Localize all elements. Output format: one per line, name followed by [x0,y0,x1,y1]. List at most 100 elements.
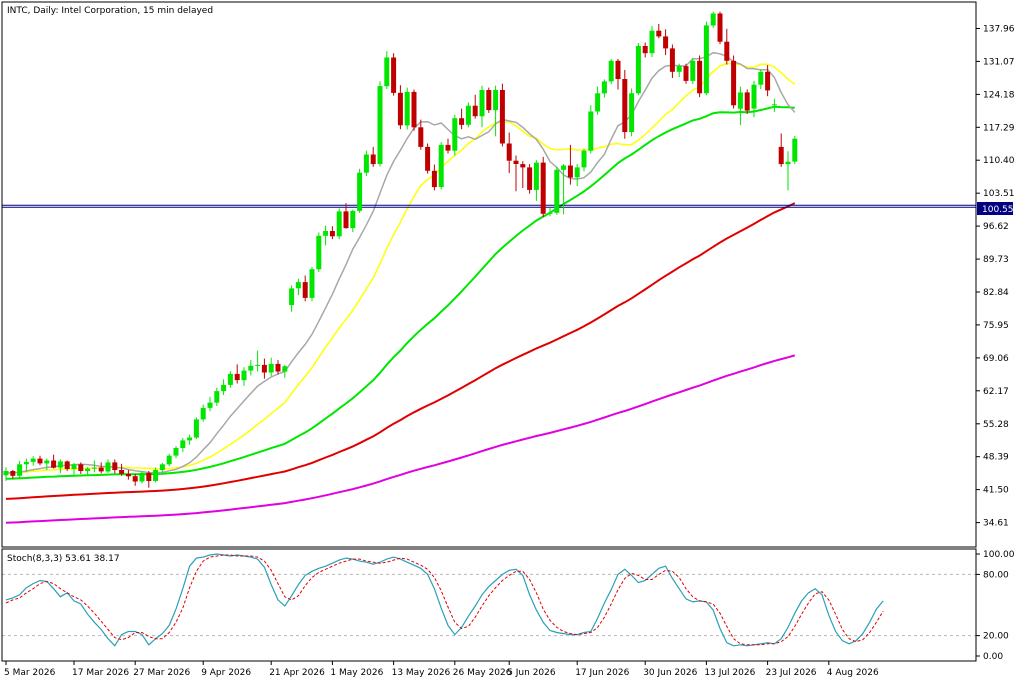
candle [51,454,57,469]
candle [608,58,614,85]
candle-body [561,165,567,170]
candle [574,164,580,187]
candle-body [91,467,97,469]
price-axis-label: 41.50 [983,486,1009,496]
candle [336,208,342,240]
candle [697,55,703,98]
price-axis-label: 82.84 [983,288,1009,298]
candle [431,164,437,191]
candle-body [153,470,159,481]
candle [146,471,152,488]
candle [316,232,322,273]
price-axis-label: 137.96 [983,25,1015,35]
candle-body [744,92,750,111]
candle-body [615,60,621,79]
candle-body [669,48,675,72]
candle [98,462,104,474]
candle [17,460,23,479]
candle-body [357,172,363,211]
date-axis-label: 9 Apr 2026 [201,668,251,678]
candle-body [629,93,635,132]
candle-body [554,169,560,213]
candle [581,148,587,172]
candle [629,88,635,137]
candle [533,160,539,201]
candle-body [64,461,70,469]
candle-body [486,90,492,111]
candle [459,108,465,130]
stochastic-axis-label: 20.00 [983,632,1009,642]
candle-body [119,470,125,474]
price-axis-label: 69.06 [983,354,1009,364]
candle [119,463,125,476]
candle-body [608,60,614,82]
candle [268,357,274,377]
candle-body [125,473,131,477]
candle-body [295,282,301,289]
candle-body [506,143,512,161]
candle [595,86,601,115]
candle-body [289,288,295,306]
candle [241,367,247,386]
candle-body [465,105,471,125]
candle-body [595,93,601,112]
candle-body [78,464,84,471]
candle [663,29,669,56]
candle-body [547,212,553,214]
candle [513,155,519,192]
candle [221,379,227,395]
candle [309,266,315,302]
candle-body [499,90,505,144]
candle [200,404,206,422]
candle [166,453,172,467]
candle-body [663,36,669,49]
candle [751,80,757,118]
candle-body [363,154,369,173]
candle [778,133,784,167]
candle [78,462,84,474]
candle-body [139,472,145,482]
candle [737,86,743,125]
candle-body [187,437,193,441]
candle [377,81,383,167]
candle-body [520,164,526,168]
date-axis-label: 17 Mar 2026 [72,668,129,678]
candle-body [771,104,777,106]
candle-body [683,66,689,81]
candle [193,417,199,439]
candle [676,63,682,78]
candle [105,459,111,473]
candle-body [567,165,573,178]
date-axis-label: 13 May 2026 [392,668,451,678]
candle [112,459,118,474]
candle-body [533,162,539,190]
candle [363,150,369,176]
candle-body [697,60,703,94]
candle [710,11,716,28]
candle [30,456,36,466]
date-axis-label: 4 Aug 2026 [827,668,879,678]
candle-body [751,84,757,109]
candle [527,164,533,194]
price-axis-label: 75.95 [983,321,1009,331]
candle-body [588,111,594,151]
price-axis-label: 34.61 [983,519,1009,529]
stochastic-panel [2,553,976,647]
candle-body [778,146,784,165]
candle [520,161,526,188]
candle-body [703,25,709,94]
candle-body [527,167,533,190]
sma-50-line [5,105,795,480]
candle [64,460,70,471]
candle-body [146,472,152,481]
candle-body [656,30,662,37]
candle [391,53,397,96]
price-axis-label: 62.17 [983,387,1009,397]
price-axis-label: 96.62 [983,222,1009,232]
candle-body [98,467,104,472]
candle [10,470,16,479]
candle-body [676,66,682,72]
candle [289,285,295,312]
